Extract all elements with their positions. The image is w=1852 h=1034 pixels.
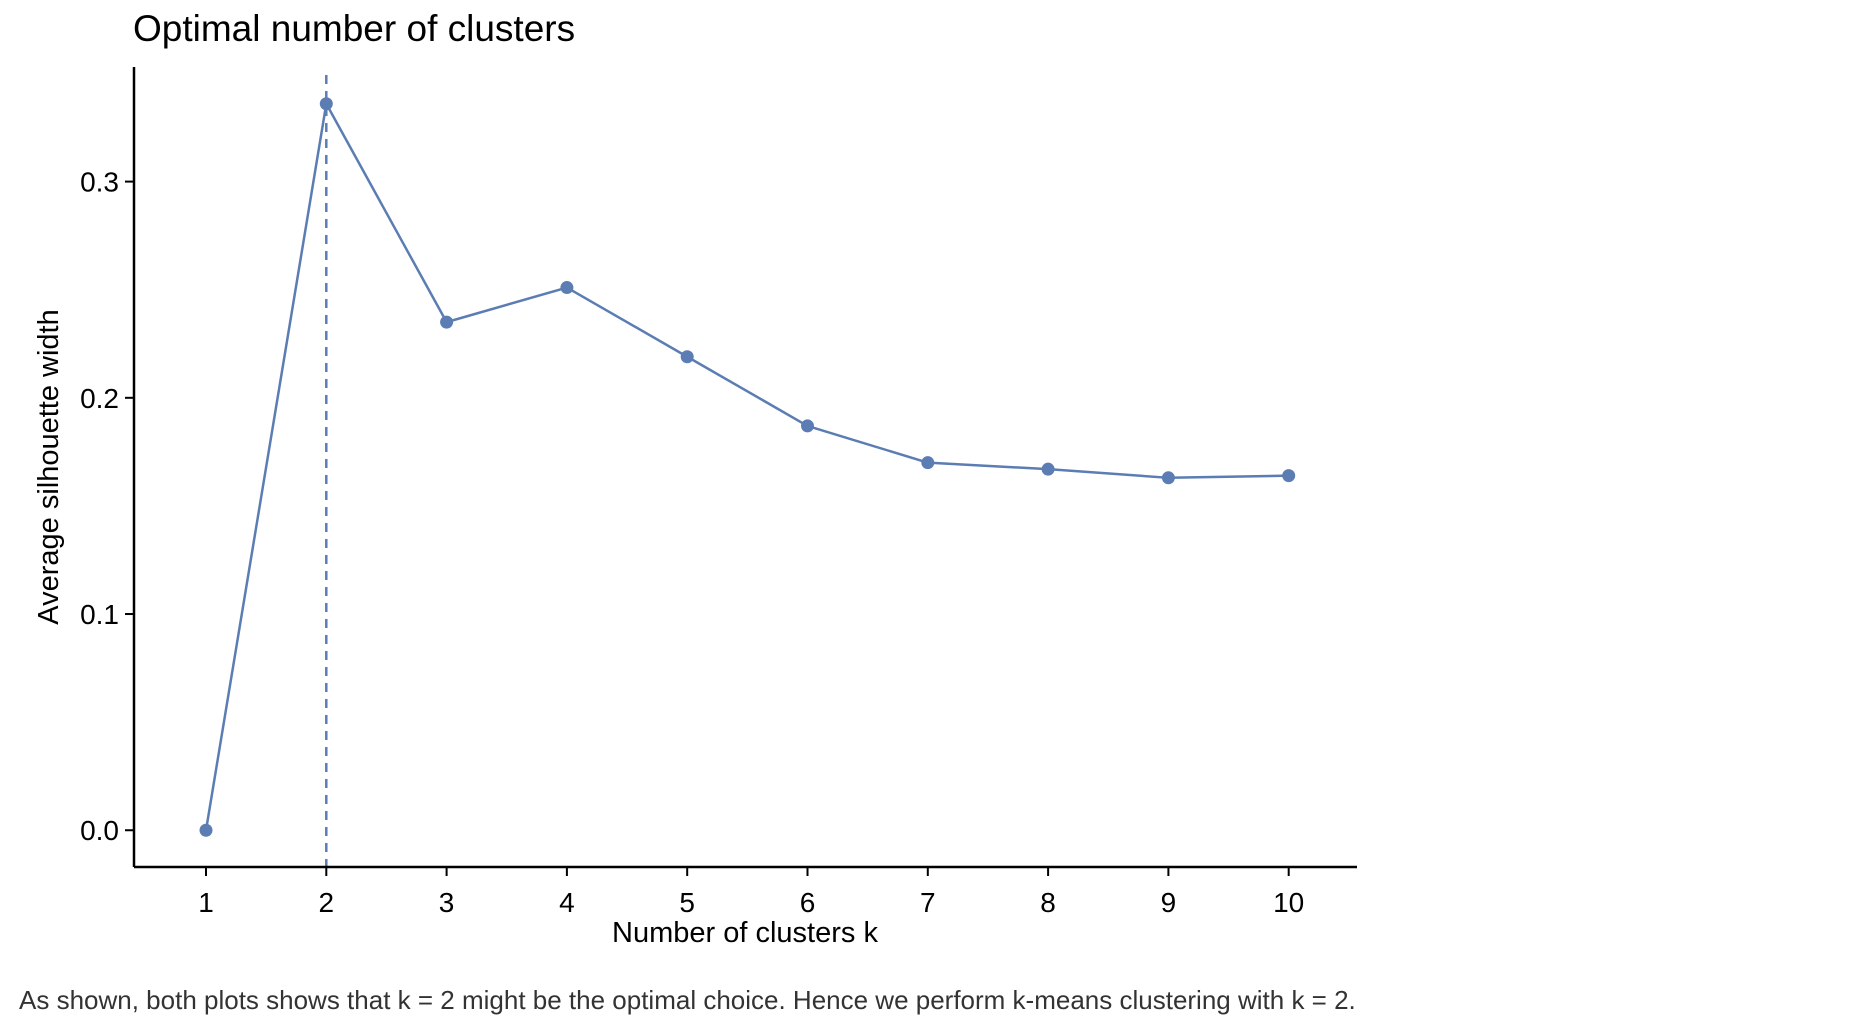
data-point	[1161, 471, 1175, 485]
silhouette-chart: Optimal number of clusters 0.00.10.20.3 …	[33, 8, 1357, 949]
x-axis-ticks: 1 2 3 4 5 6 7 8 9 10	[198, 867, 1304, 918]
x-tick-label: 1	[198, 887, 214, 918]
x-tick-label: 9	[1161, 887, 1177, 918]
data-point	[319, 97, 333, 111]
x-tick-label: 5	[679, 887, 695, 918]
data-point	[680, 350, 694, 364]
y-tick-label: 0.0	[80, 815, 119, 846]
x-tick-label: 2	[319, 887, 335, 918]
data-point	[921, 456, 935, 470]
y-tick-label: 0.2	[80, 383, 119, 414]
y-axis-label: Average silhouette width	[33, 309, 65, 624]
data-point	[560, 281, 574, 295]
x-axis-label: Number of clusters k	[612, 917, 878, 949]
y-axis-ticks: 0.0 0.1 0.2 0.3	[80, 167, 134, 846]
x-tick-label: 3	[439, 887, 455, 918]
x-tick-label: 4	[559, 887, 575, 918]
y-tick-label: 0.1	[80, 599, 119, 630]
data-point	[1041, 462, 1055, 476]
series-line	[204, 102, 1289, 831]
data-point	[199, 823, 213, 837]
chart-title: Optimal number of clusters	[133, 8, 575, 49]
caption-text: As shown, both plots shows that k = 2 mi…	[19, 985, 1356, 1015]
data-point	[801, 419, 814, 433]
data-point	[1282, 469, 1296, 483]
plot-area	[199, 75, 1296, 867]
x-tick-label: 7	[920, 887, 936, 918]
x-tick-label: 8	[1040, 887, 1056, 918]
data-point	[440, 315, 454, 329]
x-tick-label: 10	[1273, 887, 1304, 918]
x-tick-label: 6	[800, 887, 816, 918]
y-tick-label: 0.3	[80, 167, 119, 198]
